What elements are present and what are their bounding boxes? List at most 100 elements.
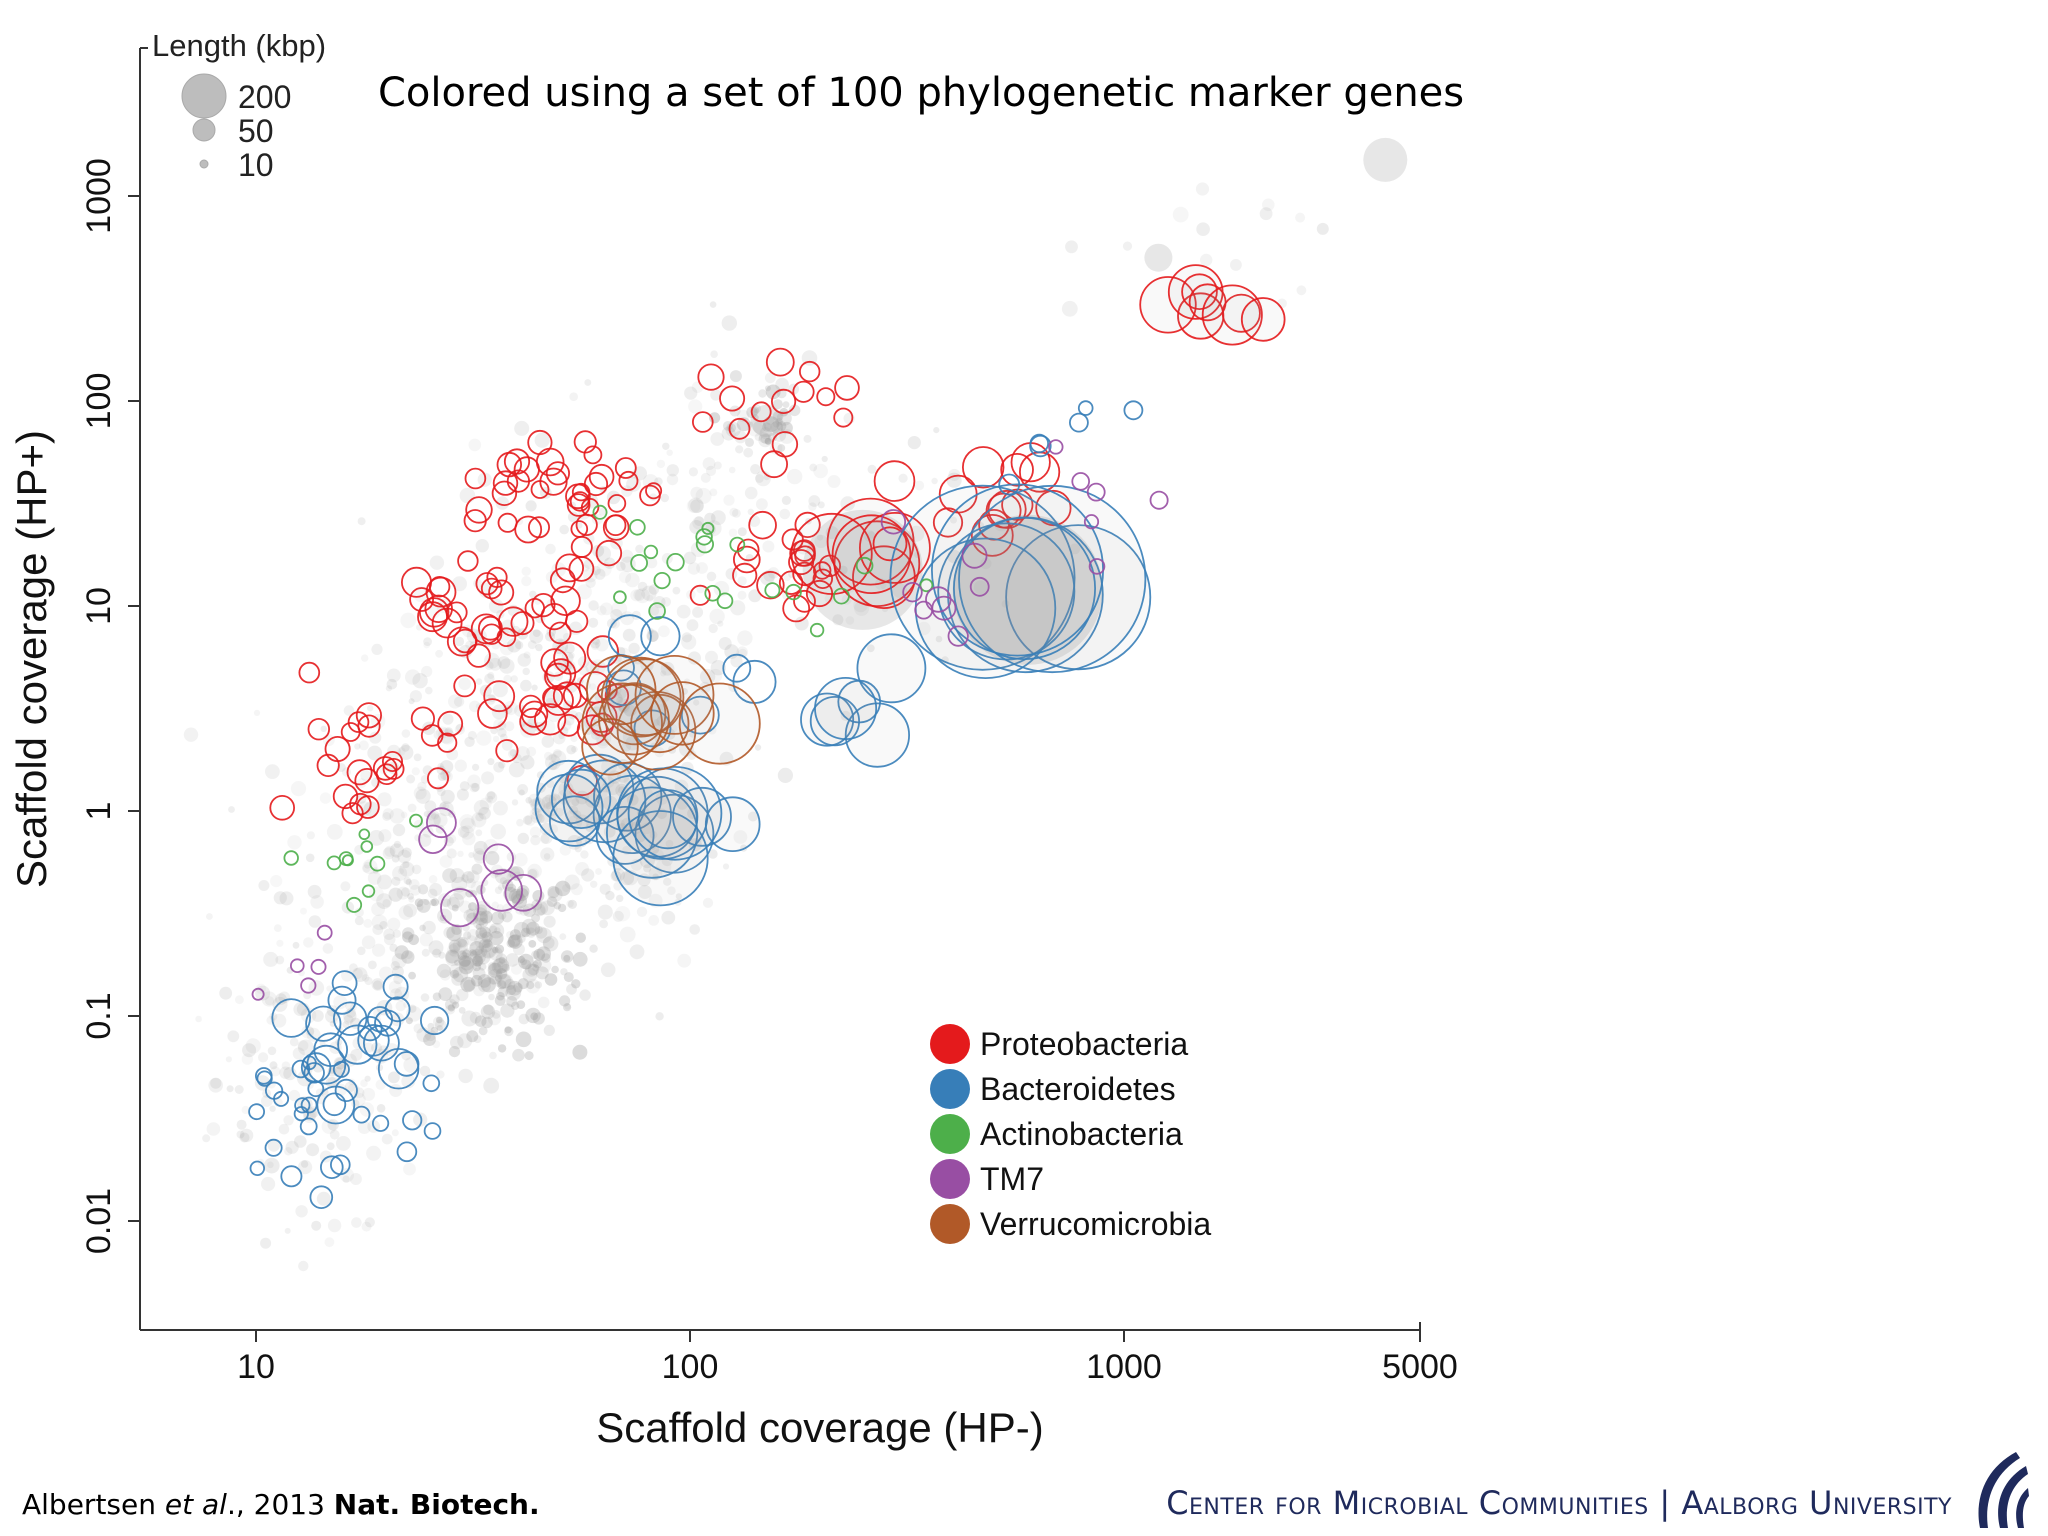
background-scaffold-point xyxy=(596,605,607,616)
background-scaffold-point xyxy=(473,840,488,855)
background-scaffold-point xyxy=(571,979,581,989)
background-scaffold-point xyxy=(494,974,502,982)
background-scaffold-point xyxy=(604,557,616,569)
background-scaffold-point xyxy=(392,823,406,837)
background-scaffold-point xyxy=(552,626,568,643)
background-scaffold-point xyxy=(708,849,718,859)
background-scaffold-point xyxy=(493,948,500,955)
scaffold-point-proteobacteria xyxy=(570,536,593,559)
scaffold-point-proteobacteria xyxy=(419,597,450,628)
scaffold-point-actinobacteria xyxy=(630,554,648,572)
scaffold-point-proteobacteria xyxy=(510,611,535,636)
background-scaffold-point xyxy=(676,604,691,619)
background-scaffold-point xyxy=(460,825,475,840)
background-scaffold-point xyxy=(509,934,521,947)
scaffold-point-bacteroidetes xyxy=(305,1005,342,1042)
background-scaffold-point xyxy=(736,417,751,432)
background-scaffold-point xyxy=(536,807,552,824)
background-scaffold-point xyxy=(768,432,778,442)
scaffold-point-proteobacteria xyxy=(545,461,571,486)
scaffold-point-proteobacteria xyxy=(307,718,331,741)
x-tick-label: 5000 xyxy=(1382,1348,1458,1386)
background-scaffold-point xyxy=(427,606,441,619)
background-scaffold-point xyxy=(385,685,392,692)
background-scaffold-point xyxy=(361,935,376,950)
background-scaffold-point xyxy=(618,570,632,584)
background-scaffold-point xyxy=(427,1022,435,1030)
background-scaffold-point xyxy=(482,914,492,925)
scaffold-point-proteobacteria xyxy=(793,589,816,613)
background-scaffold-point xyxy=(402,931,414,943)
background-scaffold-point xyxy=(525,1007,541,1024)
scaffold-point-proteobacteria xyxy=(341,802,364,825)
scaffold-point-proteobacteria xyxy=(732,562,758,589)
scaffold-point-proteobacteria xyxy=(544,662,572,691)
background-scaffold-point xyxy=(521,566,531,576)
scaffold-point-bacteroidetes xyxy=(958,484,1147,674)
background-scaffold-point xyxy=(614,864,622,871)
background-scaffold-point xyxy=(450,969,460,979)
background-scaffold-point xyxy=(590,730,601,740)
scaffold-point-proteobacteria xyxy=(834,375,860,401)
background-scaffold-point xyxy=(462,832,476,846)
scaffold-point-bacteroidetes xyxy=(337,1024,378,1065)
background-scaffold-point xyxy=(747,420,763,437)
background-scaffold-point xyxy=(980,557,992,570)
scaffold-point-proteobacteria xyxy=(530,480,550,499)
scaffold-point-tm7 xyxy=(418,824,448,855)
background-scaffold-point xyxy=(545,543,556,555)
background-scaffold-point xyxy=(1316,222,1329,235)
background-scaffold-point xyxy=(1200,253,1213,267)
background-scaffold-point xyxy=(660,670,667,677)
scaffold-point-tm7 xyxy=(1083,514,1100,530)
background-scaffold-point xyxy=(457,1033,473,1049)
legend-label-verrucomicrobia: Verrucomicrobia xyxy=(980,1206,1211,1242)
size-legend-title: Length (kbp) xyxy=(152,28,326,63)
background-scaffold-point xyxy=(776,421,787,432)
background-scaffold-point xyxy=(534,432,550,448)
background-scaffold-point xyxy=(534,926,543,934)
scaffold-point-tm7 xyxy=(480,869,524,912)
background-scaffold-point xyxy=(509,749,517,757)
scaffold-point-bacteroidetes xyxy=(357,1015,383,1042)
background-scaffold-point xyxy=(489,1051,497,1060)
background-scaffold-point xyxy=(208,1078,223,1093)
background-scaffold-point xyxy=(411,767,420,776)
background-scaffold-point xyxy=(437,787,446,797)
background-scaffold-point xyxy=(737,630,753,646)
background-scaffold-point xyxy=(753,420,767,434)
background-scaffold-point xyxy=(595,545,611,562)
background-scaffold-point xyxy=(524,963,539,977)
scaffold-point-bacteroidetes xyxy=(264,1138,283,1157)
background-scaffold-point xyxy=(743,447,754,458)
background-scaffold-point xyxy=(416,1027,432,1043)
scaffold-point-proteobacteria xyxy=(495,739,519,763)
scaffold-point-actinobacteria xyxy=(764,582,781,599)
scaffold-point-bacteroidetes xyxy=(396,1141,418,1163)
scaffold-point-bacteroidetes xyxy=(637,789,698,850)
background-scaffold-point xyxy=(523,651,531,659)
background-scaffold-point xyxy=(258,880,270,891)
background-scaffold-point xyxy=(407,893,414,900)
background-scaffold-point xyxy=(710,350,718,359)
background-scaffold-point xyxy=(484,652,500,669)
legend-label-proteobacteria: Proteobacteria xyxy=(980,1026,1188,1062)
background-scaffold-point xyxy=(526,921,540,936)
scaffold-point-proteobacteria xyxy=(346,759,373,786)
background-scaffold-point xyxy=(547,885,560,899)
scaffold-point-proteobacteria xyxy=(540,648,569,677)
background-scaffold-point xyxy=(729,370,742,383)
background-scaffold-point xyxy=(808,502,817,511)
background-scaffold-point xyxy=(491,1010,501,1019)
background-scaffold-point xyxy=(533,903,546,917)
background-scaffold-point xyxy=(351,1217,362,1228)
background-scaffold-point xyxy=(532,964,540,972)
scaffold-point-bacteroidetes xyxy=(331,970,358,996)
scaffold-point-tm7 xyxy=(482,843,514,875)
scaffold-point-verrucomicrobia xyxy=(678,682,761,765)
background-scaffold-point xyxy=(737,576,747,586)
background-scaffold-point xyxy=(495,953,508,965)
background-scaffold-point xyxy=(572,951,588,967)
background-scaffold-point xyxy=(452,966,469,983)
background-scaffold-point xyxy=(867,531,875,539)
